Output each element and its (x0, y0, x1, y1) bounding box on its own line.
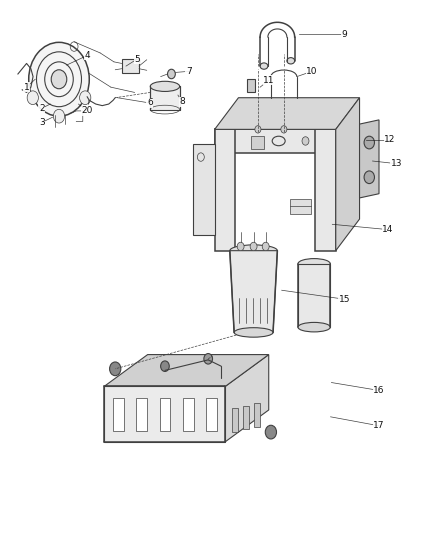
Circle shape (29, 42, 89, 116)
Bar (215, 130, 336, 153)
Circle shape (364, 136, 374, 149)
Polygon shape (226, 354, 269, 442)
Circle shape (281, 126, 287, 133)
Polygon shape (360, 120, 379, 198)
Circle shape (250, 242, 257, 251)
Circle shape (80, 91, 91, 104)
Circle shape (161, 361, 169, 372)
Bar (251, 136, 265, 149)
Bar (183, 398, 194, 431)
Bar (113, 398, 124, 431)
Circle shape (204, 353, 212, 364)
Text: 17: 17 (373, 421, 385, 430)
Polygon shape (230, 251, 277, 333)
Text: 5: 5 (134, 55, 140, 64)
Text: 8: 8 (180, 98, 185, 107)
Bar (290, 199, 311, 214)
Text: 4: 4 (84, 51, 90, 60)
Ellipse shape (287, 58, 295, 64)
Circle shape (364, 171, 374, 183)
Polygon shape (336, 98, 360, 251)
Bar (136, 398, 147, 431)
Ellipse shape (234, 328, 273, 337)
Circle shape (51, 70, 67, 89)
Polygon shape (104, 386, 226, 442)
Ellipse shape (298, 322, 330, 332)
Bar (254, 403, 260, 427)
Circle shape (168, 69, 175, 79)
Text: 16: 16 (373, 386, 385, 395)
Bar (206, 398, 217, 431)
Polygon shape (215, 98, 360, 130)
Bar (247, 79, 255, 92)
Text: 13: 13 (391, 159, 402, 168)
Polygon shape (193, 144, 215, 235)
Polygon shape (150, 86, 180, 110)
Bar (232, 408, 238, 432)
Bar (315, 130, 336, 251)
Circle shape (110, 362, 121, 376)
Circle shape (255, 126, 261, 133)
Text: 2: 2 (39, 104, 45, 113)
Bar (122, 59, 139, 74)
Text: 14: 14 (382, 225, 393, 234)
Circle shape (302, 137, 309, 145)
Polygon shape (298, 264, 330, 327)
Text: 6: 6 (147, 99, 153, 108)
Circle shape (53, 109, 65, 123)
Polygon shape (104, 354, 269, 386)
Circle shape (27, 91, 39, 104)
Bar (243, 406, 249, 430)
Text: 10: 10 (306, 67, 318, 76)
Ellipse shape (298, 259, 330, 269)
Text: 1: 1 (24, 83, 29, 92)
Text: 20: 20 (81, 107, 93, 116)
Text: 12: 12 (384, 135, 396, 144)
Bar (159, 398, 170, 431)
Text: 15: 15 (339, 295, 350, 304)
Circle shape (265, 425, 276, 439)
Circle shape (262, 242, 269, 251)
Ellipse shape (150, 82, 180, 92)
Circle shape (237, 242, 244, 251)
Bar (215, 130, 236, 251)
Text: 7: 7 (186, 67, 191, 76)
Ellipse shape (230, 245, 277, 256)
Text: 11: 11 (263, 76, 275, 85)
Text: 9: 9 (342, 30, 347, 39)
Text: 3: 3 (39, 118, 45, 127)
Ellipse shape (260, 63, 268, 69)
